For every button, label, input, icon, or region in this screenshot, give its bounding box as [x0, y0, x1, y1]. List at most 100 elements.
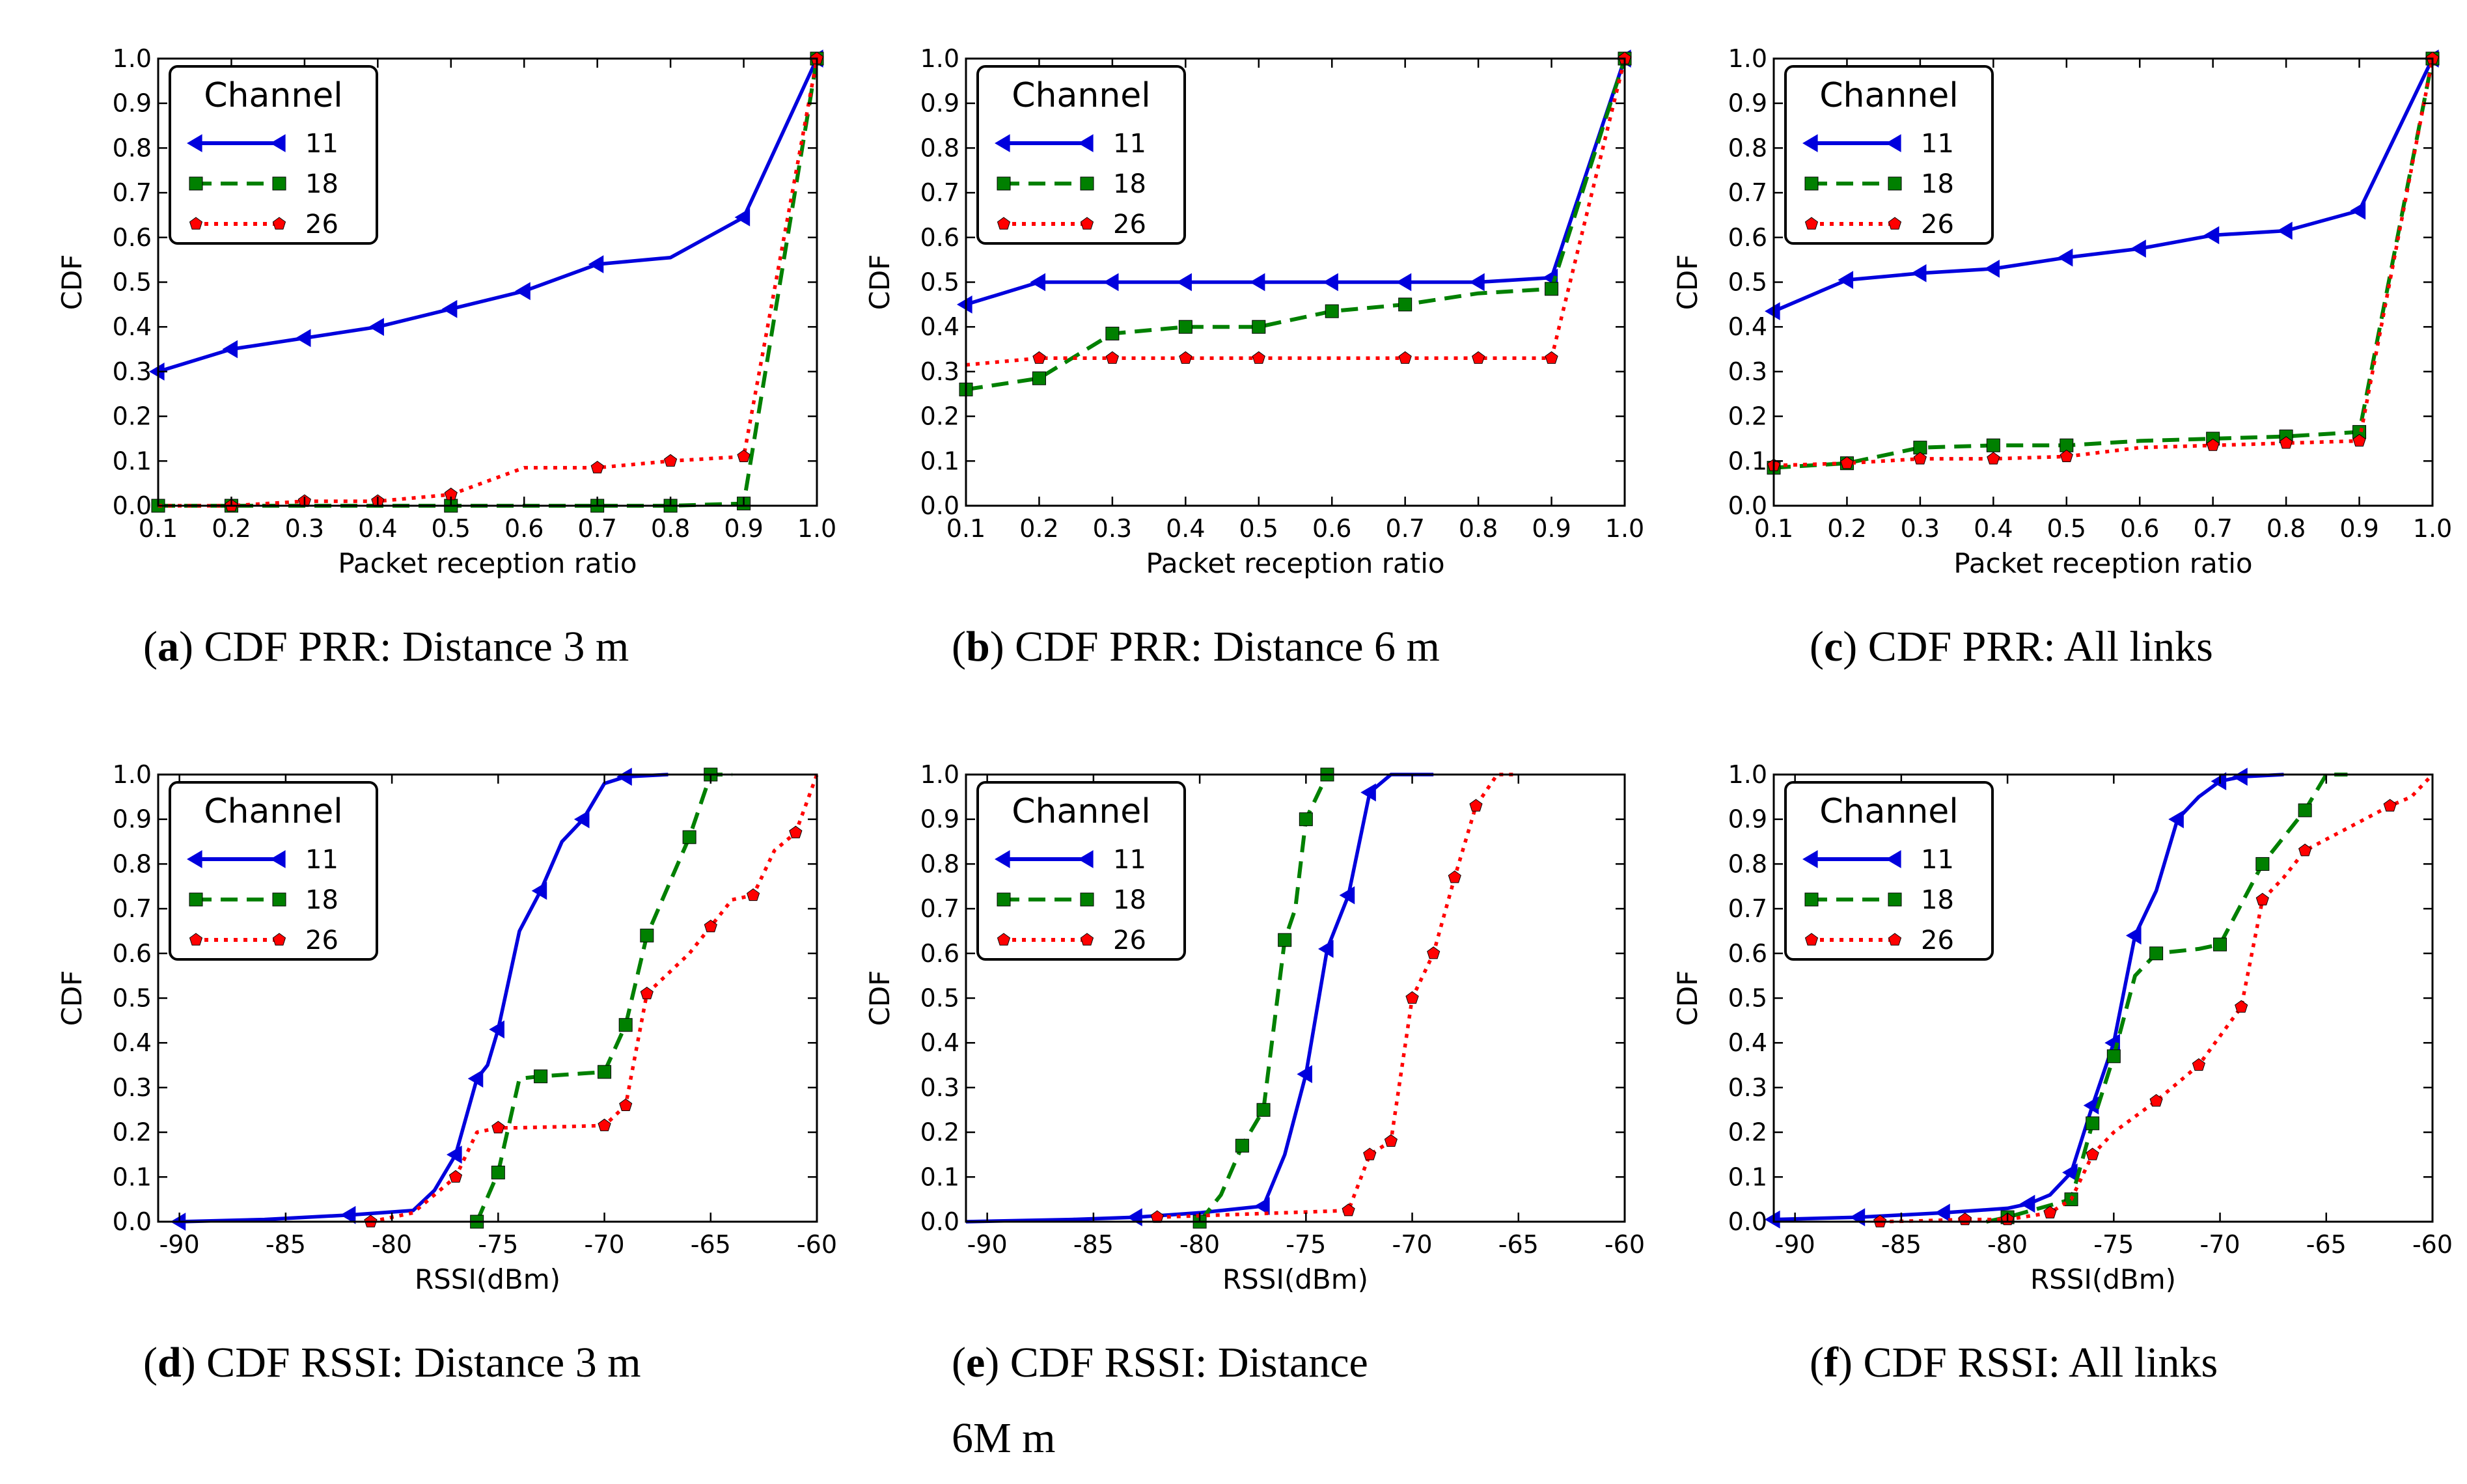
y-tick-label: 0.5	[113, 984, 152, 1013]
data-point-18	[598, 1065, 612, 1079]
x-tick-label: 1.0	[2413, 514, 2452, 543]
series-line-18	[1773, 58, 2434, 470]
x-tick-label: -70	[585, 1230, 625, 1259]
series-18	[1985, 773, 2348, 1224]
y-tick-label: 0.6	[920, 939, 959, 968]
y-tick-label: 0.0	[920, 1207, 959, 1236]
x-tick-label: -80	[1179, 1230, 1220, 1259]
chart-panel-e: -90 -85 -80 -75 -70 -65 -60 0.0 0.1 0.2 0.3 0.4 0.5 0…	[864, 760, 1645, 1462]
series-11	[1765, 767, 2284, 1229]
data-point-18	[1278, 933, 1292, 947]
legend-marker-11	[995, 850, 1010, 868]
data-point-11	[368, 318, 384, 337]
y-tick-label: 0.7	[113, 894, 152, 923]
series-line-26	[1773, 58, 2434, 467]
y-tick-label: 0.7	[920, 178, 959, 207]
series-line-11	[965, 58, 1627, 307]
series-line-11	[1773, 773, 2284, 1222]
data-point-11	[1030, 273, 1046, 292]
data-point-26	[590, 460, 604, 474]
data-point-26	[491, 1121, 505, 1134]
series-line-26	[1880, 773, 2434, 1224]
data-point-11	[1910, 264, 1927, 282]
legend-title: Channel	[1819, 792, 1958, 831]
series-line-26	[965, 58, 1627, 367]
data-point-26	[1545, 351, 1558, 364]
data-point-11	[2350, 201, 2366, 220]
data-point-11	[295, 329, 311, 348]
data-point-11	[2232, 767, 2248, 786]
legend-marker-26	[1888, 933, 1902, 946]
data-point-26	[2255, 892, 2269, 905]
x-tick-label: 0.2	[1827, 514, 1866, 543]
data-point-11	[1323, 273, 1338, 292]
legend-label-11: 11	[1921, 845, 1954, 875]
data-point-11	[1765, 1210, 1780, 1229]
data-point-26	[2043, 1205, 2057, 1218]
series-11	[170, 767, 668, 1231]
data-point-26	[2298, 844, 2312, 857]
y-tick-label: 0.8	[113, 133, 152, 162]
chart-panel-b: 0.1 0.2 0.3 0.4 0.5 0.6 0.7 0.8 0.9 1.00.00.10.20…	[864, 44, 1644, 670]
data-point-11	[1396, 273, 1412, 292]
y-tick-label: 0.5	[920, 984, 959, 1013]
x-tick-label: -90	[1775, 1230, 1815, 1259]
data-point-11	[1765, 302, 1780, 321]
data-point-11	[957, 295, 972, 314]
y-tick-label: 0.5	[1728, 268, 1767, 297]
legend-label-11: 11	[1113, 129, 1146, 159]
data-point-11	[1249, 273, 1265, 292]
data-point-26	[1363, 1147, 1377, 1161]
x-tick-label: -60	[1605, 1230, 1645, 1259]
x-tick-label: 0.1	[946, 514, 985, 543]
legend-marker-18	[1804, 892, 1819, 907]
data-point-11	[1339, 886, 1355, 905]
x-tick-label: 1.0	[797, 514, 836, 543]
legend-marker-11	[1886, 134, 1901, 152]
data-point-18	[1178, 320, 1192, 334]
x-axis-label: RSSI(dBm)	[2030, 1263, 2176, 1295]
x-tick-label: -75	[478, 1230, 518, 1259]
y-tick-label: 0.2	[920, 402, 959, 431]
legend: Channel 11 18 26	[169, 781, 378, 961]
legend-label-26: 26	[1921, 210, 1954, 240]
data-point-26	[1342, 1203, 1355, 1216]
data-point-18	[534, 1069, 548, 1084]
data-point-26	[2280, 436, 2293, 449]
data-point-18	[640, 928, 654, 942]
data-point-26	[2383, 799, 2397, 812]
y-tick-label: 0.7	[1728, 894, 1767, 923]
legend-box	[169, 65, 378, 245]
y-axis-label: CDF	[864, 254, 896, 310]
x-tick-label: 0.8	[651, 514, 690, 543]
legend-label-18: 18	[1921, 169, 1954, 199]
y-tick-label: 1.0	[1728, 760, 1767, 789]
data-point-11	[573, 810, 590, 829]
series-26	[965, 51, 1632, 367]
data-point-26	[1913, 452, 1927, 465]
y-tick-label: 0.4	[113, 1028, 152, 1057]
y-tick-label: 0.4	[1728, 1028, 1767, 1057]
series-line-26	[1157, 773, 1519, 1219]
series-line-26	[158, 58, 819, 508]
y-tick-label: 0.0	[113, 1207, 152, 1236]
legend-marker-26	[189, 933, 203, 946]
legend-marker-18	[1804, 176, 1819, 191]
legend-marker-11	[1886, 850, 1901, 868]
data-point-11	[2019, 1194, 2035, 1213]
data-point-11	[2168, 810, 2184, 829]
data-point-11	[1254, 1197, 1270, 1215]
x-axis-label: RSSI(dBm)	[1222, 1263, 1368, 1295]
data-point-18	[1398, 297, 1413, 312]
data-point-26	[2235, 1000, 2248, 1013]
x-tick-label: -85	[1073, 1230, 1114, 1259]
x-tick-label: 0.7	[577, 514, 616, 543]
y-tick-label: 0.2	[1728, 402, 1767, 431]
data-point-11	[1176, 273, 1192, 292]
data-point-11	[1849, 1208, 1866, 1227]
data-point-26	[1958, 1212, 1972, 1226]
data-point-11	[2203, 226, 2220, 245]
y-tick-label: 0.5	[113, 268, 152, 297]
legend-marker-11	[995, 134, 1010, 152]
y-tick-label: 0.7	[920, 894, 959, 923]
